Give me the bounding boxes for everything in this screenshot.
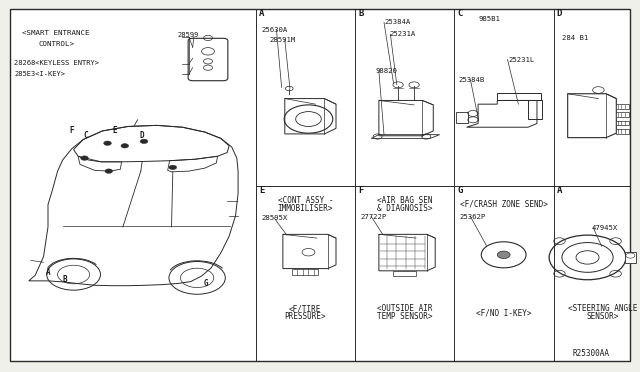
Text: CONTROL>: CONTROL> (38, 41, 74, 47)
Text: <CONT ASSY -: <CONT ASSY - (278, 196, 333, 205)
Text: & DIAGNOSIS>: & DIAGNOSIS> (377, 204, 432, 213)
Text: 27722P: 27722P (360, 214, 387, 219)
Text: TEMP SENSOR>: TEMP SENSOR> (377, 312, 432, 321)
Text: 285E3<I-KEY>: 285E3<I-KEY> (14, 71, 65, 77)
Text: 28268<KEYLESS ENTRY>: 28268<KEYLESS ENTRY> (14, 60, 99, 66)
Text: 25231L: 25231L (509, 57, 535, 62)
Text: E: E (112, 126, 116, 135)
Text: <F/TIRE: <F/TIRE (289, 304, 321, 313)
Bar (393, 271, 416, 276)
Circle shape (140, 139, 148, 144)
Text: <F/NO I-KEY>: <F/NO I-KEY> (476, 308, 531, 317)
Text: 28595X: 28595X (261, 215, 287, 221)
Text: A: A (259, 9, 264, 17)
Text: 25630A: 25630A (261, 27, 287, 33)
Circle shape (121, 144, 129, 148)
Text: C: C (458, 9, 463, 17)
Text: 25231A: 25231A (389, 31, 415, 37)
Text: G: G (204, 279, 208, 288)
Circle shape (497, 251, 510, 259)
Bar (292, 269, 318, 275)
Text: G: G (458, 186, 463, 195)
Text: A: A (46, 268, 51, 277)
Text: <STEERING ANGLE: <STEERING ANGLE (568, 304, 637, 313)
Bar (616, 112, 629, 117)
Bar (616, 121, 629, 125)
Text: 25384A: 25384A (384, 19, 410, 25)
Bar (616, 104, 629, 109)
Circle shape (81, 156, 88, 160)
Text: F: F (69, 126, 74, 135)
Text: IMMOBILISER>: IMMOBILISER> (278, 204, 333, 213)
Text: D: D (140, 131, 144, 140)
Circle shape (105, 169, 113, 173)
Text: 25384B: 25384B (458, 77, 484, 83)
Text: <OUTSIDE AIR: <OUTSIDE AIR (377, 304, 432, 313)
Text: 98820: 98820 (376, 68, 397, 74)
Text: B: B (358, 9, 364, 17)
Text: 985B1: 985B1 (479, 16, 500, 22)
Text: 28591M: 28591M (269, 37, 296, 43)
Text: B: B (63, 275, 67, 284)
Bar (616, 129, 629, 134)
Text: <F/CRASH ZONE SEND>: <F/CRASH ZONE SEND> (460, 200, 548, 209)
Text: <AIR BAG SEN: <AIR BAG SEN (377, 196, 432, 205)
Text: E: E (259, 186, 264, 195)
Text: 284 B1: 284 B1 (562, 35, 588, 41)
Text: A: A (557, 186, 562, 195)
Text: C: C (83, 131, 88, 140)
Bar (625, 252, 636, 263)
Text: <SMART ENTRANCE: <SMART ENTRANCE (22, 31, 90, 36)
Text: R25300AA: R25300AA (573, 349, 610, 358)
Circle shape (169, 165, 177, 170)
Text: SENSOR>: SENSOR> (587, 312, 619, 321)
Text: 47945X: 47945X (592, 225, 618, 231)
Circle shape (104, 141, 111, 145)
Text: D: D (557, 9, 562, 17)
Text: 25362P: 25362P (460, 214, 486, 219)
Text: 28599: 28599 (178, 32, 199, 38)
Text: PRESSURE>: PRESSURE> (284, 312, 326, 321)
Text: F: F (358, 186, 364, 195)
